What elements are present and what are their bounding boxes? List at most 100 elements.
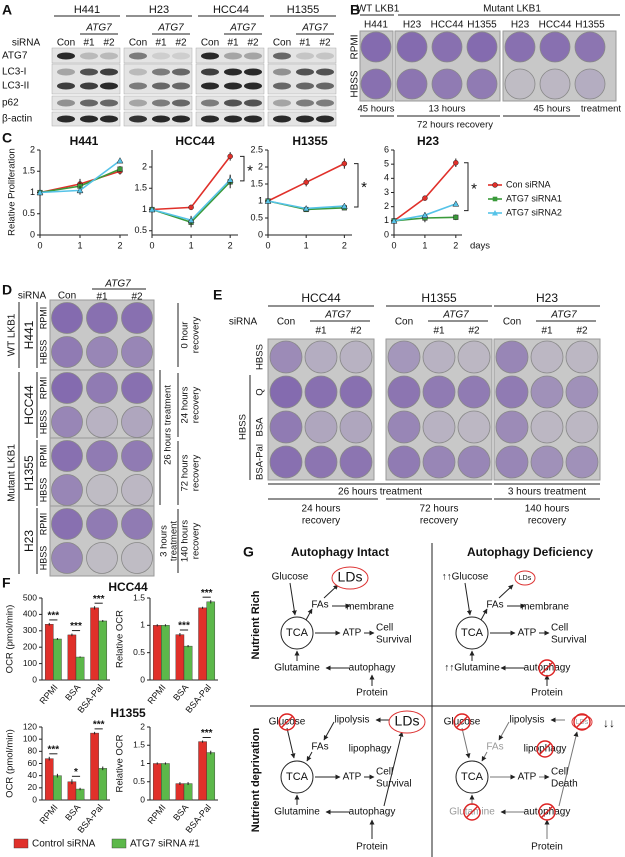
cell-line: H23 <box>511 20 530 31</box>
band <box>80 99 98 107</box>
marker <box>340 202 348 209</box>
cell-line: H23 <box>149 4 169 16</box>
row-label: HBSS <box>255 344 266 370</box>
node-label: FAs <box>311 600 328 611</box>
panel-label: A <box>2 2 12 18</box>
lipid-droplet <box>514 570 536 586</box>
bar <box>161 625 170 681</box>
axis-title: Relative OCR <box>115 734 126 792</box>
marker <box>341 160 348 167</box>
node-label: Survival <box>551 635 587 646</box>
y-tick-label: 60 <box>28 758 38 768</box>
band <box>80 52 98 60</box>
bar <box>206 601 216 681</box>
blot-label: LC3-I <box>2 67 26 78</box>
tca-node <box>455 616 489 650</box>
y-tick-label: 2.5 <box>250 144 263 154</box>
marker <box>303 179 309 186</box>
well <box>422 340 456 374</box>
band <box>172 115 190 123</box>
significance: *** <box>93 720 105 731</box>
well <box>574 31 606 63</box>
time-label: 45 hours <box>534 104 571 115</box>
recovery-label: 24 hours <box>180 386 191 423</box>
y-tick-label: 1.5 <box>133 740 145 750</box>
band <box>201 68 219 76</box>
well <box>387 375 421 409</box>
recovery-label: 72 hours <box>420 504 459 515</box>
medium-label: HBSS <box>38 340 48 365</box>
well <box>86 440 118 472</box>
node-label: membrane <box>346 602 394 613</box>
gene-label: ATG7 <box>324 310 351 321</box>
y-tick-label: 5 <box>384 159 389 169</box>
node-label: FAs <box>486 742 503 753</box>
node-label: TCA <box>461 627 484 639</box>
significance: *** <box>93 594 105 605</box>
y-tick-label: 0 <box>32 674 37 684</box>
bar <box>206 752 216 801</box>
y-tick-label: 2 <box>384 201 389 211</box>
band <box>244 68 262 76</box>
lane-label: #1 <box>433 326 445 337</box>
blot <box>123 63 193 95</box>
well <box>339 340 373 374</box>
inhibition <box>539 743 551 755</box>
marker <box>302 204 310 212</box>
band <box>316 68 334 76</box>
blot <box>267 63 337 95</box>
tca-node <box>455 760 489 794</box>
y-tick-label: 0.5 <box>133 776 145 786</box>
band <box>57 82 75 90</box>
band <box>244 115 262 123</box>
arrow <box>383 731 404 807</box>
band <box>172 99 190 107</box>
legend-label: ATG7 siRNA #1 <box>130 839 200 850</box>
y-tick-label: 2 <box>142 161 147 171</box>
significance: * <box>361 179 367 196</box>
arrow <box>289 582 297 616</box>
significance: *** <box>47 744 59 755</box>
marker <box>390 217 398 224</box>
x-tick-label: 0 <box>391 240 396 250</box>
bar <box>152 625 162 681</box>
band <box>201 82 219 90</box>
x-tick-label: RPMI <box>146 682 168 706</box>
legend-swatch <box>111 838 127 849</box>
band <box>129 82 147 90</box>
y-tick-label: 1 <box>140 620 145 630</box>
y-tick-label: 0.5 <box>22 208 35 218</box>
well <box>269 445 303 479</box>
well <box>387 410 421 444</box>
cell-line: H23 <box>22 530 36 552</box>
band <box>296 68 314 76</box>
band <box>80 82 98 90</box>
x-tick-label: 0 <box>37 240 42 250</box>
lane-label: #2 <box>576 326 588 337</box>
chart-title: H23 <box>417 134 439 148</box>
band <box>57 68 75 76</box>
y-tick-label: 1.5 <box>133 592 145 602</box>
well <box>457 375 491 409</box>
significance: *** <box>178 621 190 632</box>
x-tick-label: 1 <box>77 240 82 250</box>
lane-label: #2 <box>247 38 259 49</box>
inhibition <box>538 659 556 677</box>
y-tick-label: 80 <box>28 746 38 756</box>
y-tick-label: 0 <box>30 229 35 239</box>
row-header: Nutrient deprivation <box>250 727 262 832</box>
node-label: Death <box>551 779 578 790</box>
well <box>457 340 491 374</box>
group-label: Mutant LKB1 <box>7 444 18 502</box>
well <box>530 445 564 479</box>
well <box>304 375 338 409</box>
well <box>387 340 421 374</box>
well <box>387 445 421 479</box>
node-label: membrane <box>521 602 569 613</box>
lane-label: Con <box>57 38 75 49</box>
node-label: Glucose <box>272 572 309 583</box>
well <box>86 406 118 438</box>
x-tick-label: 1 <box>304 240 309 250</box>
well <box>121 542 153 574</box>
marker <box>453 214 459 220</box>
